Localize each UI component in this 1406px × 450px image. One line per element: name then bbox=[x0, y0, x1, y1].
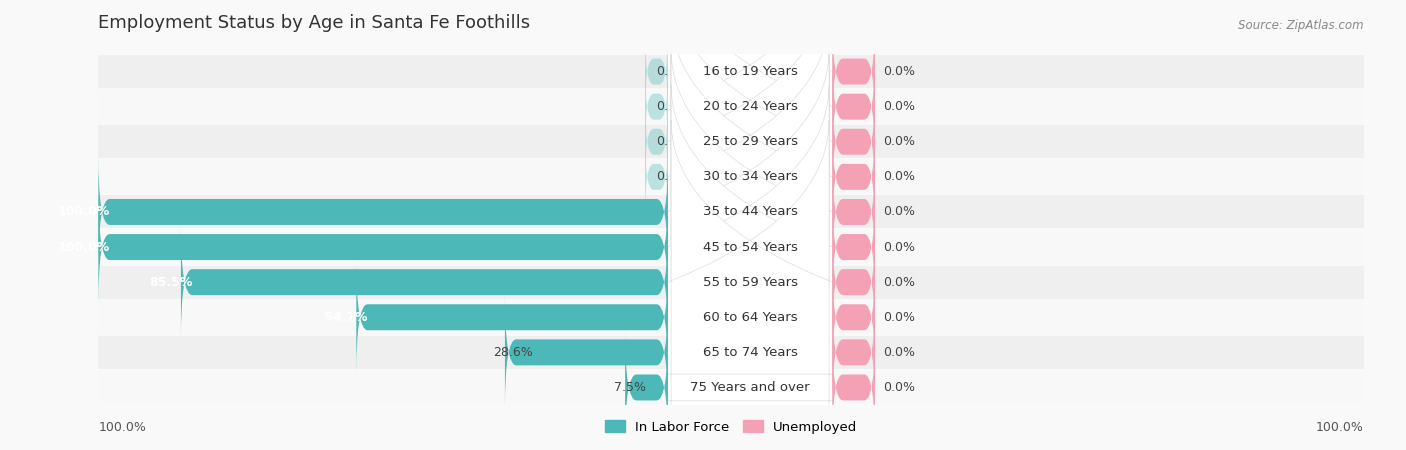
Legend: In Labor Force, Unemployed: In Labor Force, Unemployed bbox=[599, 415, 863, 439]
Bar bbox=[98, 90, 668, 123]
Bar bbox=[98, 160, 668, 194]
Bar bbox=[98, 266, 668, 299]
Bar bbox=[98, 336, 668, 369]
FancyBboxPatch shape bbox=[832, 120, 875, 234]
Bar bbox=[832, 195, 1364, 229]
FancyBboxPatch shape bbox=[0, 50, 1406, 450]
FancyBboxPatch shape bbox=[832, 155, 875, 269]
Bar bbox=[668, 90, 832, 123]
FancyBboxPatch shape bbox=[0, 0, 1406, 374]
Bar bbox=[832, 90, 1364, 123]
Bar bbox=[668, 55, 832, 88]
Text: 0.0%: 0.0% bbox=[883, 65, 915, 78]
Text: 0.0%: 0.0% bbox=[883, 206, 915, 218]
Text: 100.0%: 100.0% bbox=[1316, 421, 1364, 434]
FancyBboxPatch shape bbox=[832, 330, 875, 445]
Text: Source: ZipAtlas.com: Source: ZipAtlas.com bbox=[1239, 18, 1364, 32]
Bar bbox=[832, 336, 1364, 369]
Bar bbox=[668, 336, 832, 369]
Bar bbox=[98, 371, 668, 404]
Text: 100.0%: 100.0% bbox=[58, 241, 110, 253]
Text: 0.0%: 0.0% bbox=[657, 65, 689, 78]
Text: 0.0%: 0.0% bbox=[883, 135, 915, 148]
FancyBboxPatch shape bbox=[832, 190, 875, 304]
FancyBboxPatch shape bbox=[645, 67, 668, 146]
Text: 35 to 44 Years: 35 to 44 Years bbox=[703, 206, 797, 218]
Text: 100.0%: 100.0% bbox=[98, 421, 146, 434]
FancyBboxPatch shape bbox=[0, 0, 1406, 339]
Text: 7.5%: 7.5% bbox=[614, 381, 645, 394]
Text: 25 to 29 Years: 25 to 29 Years bbox=[703, 135, 797, 148]
Bar bbox=[98, 301, 668, 334]
Text: 0.0%: 0.0% bbox=[883, 100, 915, 113]
Text: 0.0%: 0.0% bbox=[657, 135, 689, 148]
Text: 0.0%: 0.0% bbox=[883, 171, 915, 183]
Text: 60 to 64 Years: 60 to 64 Years bbox=[703, 311, 797, 324]
Bar bbox=[668, 160, 832, 194]
FancyBboxPatch shape bbox=[832, 295, 875, 410]
Text: 65 to 74 Years: 65 to 74 Years bbox=[703, 346, 797, 359]
Bar bbox=[832, 301, 1364, 334]
Bar bbox=[832, 230, 1364, 264]
Text: 75 Years and over: 75 Years and over bbox=[690, 381, 810, 394]
FancyBboxPatch shape bbox=[645, 32, 668, 111]
Bar bbox=[668, 195, 832, 229]
Bar bbox=[668, 371, 832, 404]
FancyBboxPatch shape bbox=[645, 137, 668, 216]
Text: 30 to 34 Years: 30 to 34 Years bbox=[703, 171, 797, 183]
FancyBboxPatch shape bbox=[0, 0, 1406, 409]
Bar bbox=[668, 125, 832, 158]
Bar bbox=[668, 301, 832, 334]
FancyBboxPatch shape bbox=[0, 120, 1406, 450]
FancyBboxPatch shape bbox=[832, 85, 875, 199]
Bar bbox=[832, 371, 1364, 404]
Text: 0.0%: 0.0% bbox=[657, 100, 689, 113]
Text: 45 to 54 Years: 45 to 54 Years bbox=[703, 241, 797, 253]
Text: 0.0%: 0.0% bbox=[883, 311, 915, 324]
Text: 55 to 59 Years: 55 to 59 Years bbox=[703, 276, 797, 288]
Text: 0.0%: 0.0% bbox=[883, 346, 915, 359]
Bar bbox=[832, 125, 1364, 158]
Bar bbox=[668, 230, 832, 264]
Text: 0.0%: 0.0% bbox=[883, 381, 915, 394]
Text: 28.6%: 28.6% bbox=[494, 346, 533, 359]
FancyBboxPatch shape bbox=[98, 155, 668, 269]
Text: 20 to 24 Years: 20 to 24 Years bbox=[703, 100, 797, 113]
Bar bbox=[98, 195, 668, 229]
Bar bbox=[98, 55, 668, 88]
FancyBboxPatch shape bbox=[832, 260, 875, 374]
FancyBboxPatch shape bbox=[356, 260, 668, 374]
FancyBboxPatch shape bbox=[0, 85, 1406, 450]
Bar bbox=[832, 160, 1364, 194]
Bar bbox=[98, 125, 668, 158]
FancyBboxPatch shape bbox=[505, 295, 668, 410]
FancyBboxPatch shape bbox=[626, 330, 668, 445]
Text: 0.0%: 0.0% bbox=[657, 171, 689, 183]
Bar bbox=[668, 266, 832, 299]
FancyBboxPatch shape bbox=[832, 225, 875, 339]
Bar bbox=[832, 55, 1364, 88]
Bar bbox=[832, 266, 1364, 299]
Text: 54.7%: 54.7% bbox=[325, 311, 368, 324]
Bar bbox=[98, 230, 668, 264]
Text: 0.0%: 0.0% bbox=[883, 276, 915, 288]
Text: 85.5%: 85.5% bbox=[149, 276, 193, 288]
FancyBboxPatch shape bbox=[832, 14, 875, 129]
Text: 16 to 19 Years: 16 to 19 Years bbox=[703, 65, 797, 78]
Text: 0.0%: 0.0% bbox=[883, 241, 915, 253]
FancyBboxPatch shape bbox=[181, 225, 668, 339]
Text: 100.0%: 100.0% bbox=[58, 206, 110, 218]
FancyBboxPatch shape bbox=[832, 50, 875, 164]
Text: Employment Status by Age in Santa Fe Foothills: Employment Status by Age in Santa Fe Foo… bbox=[98, 14, 530, 32]
FancyBboxPatch shape bbox=[645, 102, 668, 181]
FancyBboxPatch shape bbox=[0, 15, 1406, 450]
FancyBboxPatch shape bbox=[98, 190, 668, 304]
